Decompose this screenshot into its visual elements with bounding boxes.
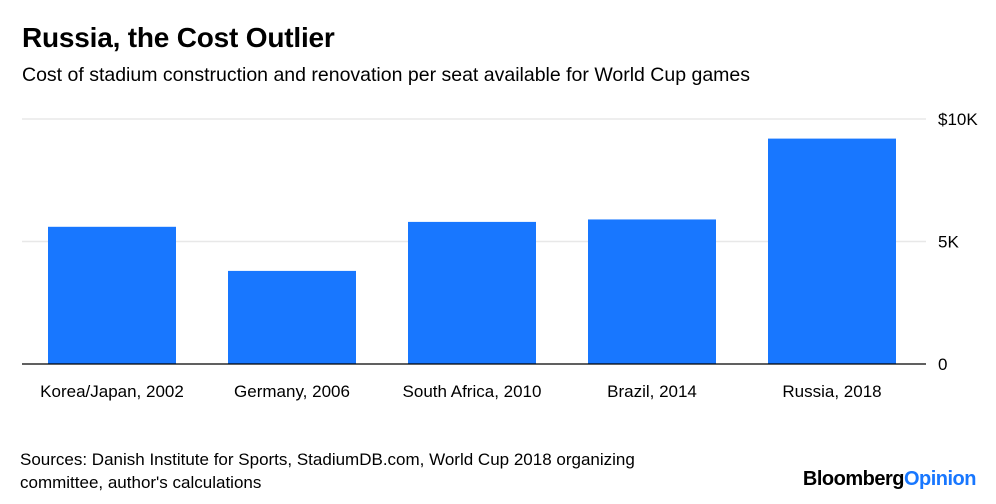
source-note: Sources: Danish Institute for Sports, St… [20,448,760,494]
bloomberg-opinion-logo: BloombergOpinion [802,468,977,491]
bar-4 [768,138,896,364]
y-tick-label-1: 5K [938,233,959,252]
x-tick-label-2: South Africa, 2010 [403,382,542,401]
x-tick-label-0: Korea/Japan, 2002 [40,382,184,401]
source-line-2: committee, author's calculations [20,473,262,492]
source-line-1: Sources: Danish Institute for Sports, St… [20,450,635,469]
bar-chart: 0 5K $10K Korea/Japan, 2002 Germany, 2006 Sou… [22,110,978,401]
brand-part-2: Opinion [903,468,977,490]
bar-2 [408,221,536,364]
y-tick-label-0: 0 [938,355,947,374]
chart-subtitle: Cost of stadium construction and renovat… [22,64,751,86]
x-tick-label-3: Brazil, 2014 [607,382,697,401]
bar-3 [588,219,716,364]
x-tick-label-1: Germany, 2006 [234,382,350,401]
x-tick-label-4: Russia, 2018 [782,382,881,401]
chart-title: Russia, the Cost Outlier [22,22,335,53]
y-tick-label-2: $10K [938,110,978,129]
brand-part-1: Bloomberg [802,468,905,490]
bar-0 [48,226,176,364]
bar-1 [228,270,356,364]
